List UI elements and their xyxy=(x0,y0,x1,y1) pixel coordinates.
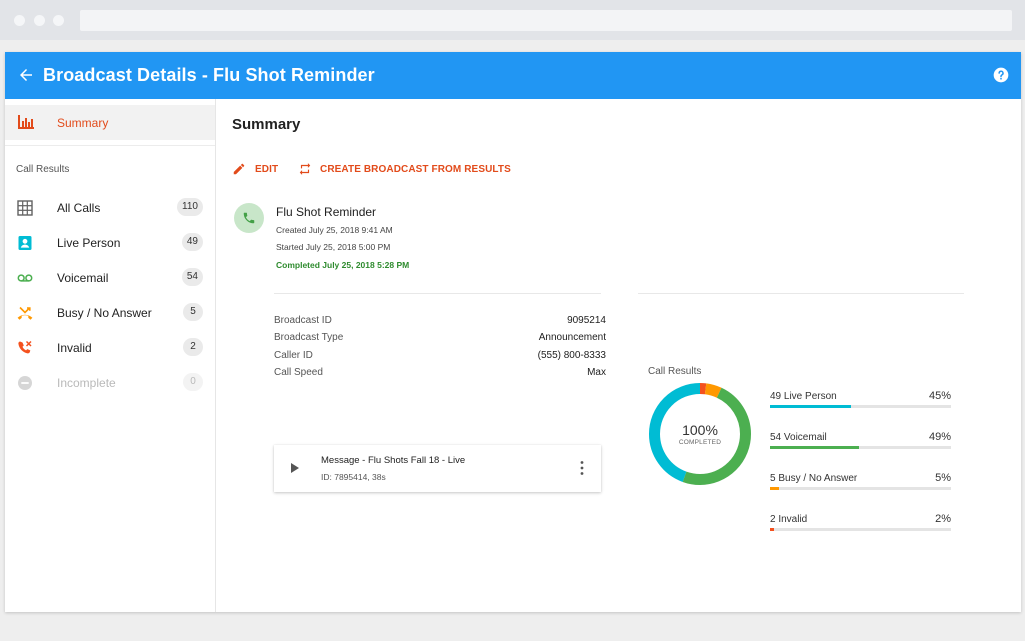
create-broadcast-button[interactable]: CREATE BROADCAST FROM RESULTS xyxy=(298,161,511,179)
result-progress-track xyxy=(770,405,951,408)
result-row-live-person: 49 Live Person 45% xyxy=(770,390,951,417)
bar-chart-icon xyxy=(18,115,34,129)
caller-id-label: Caller ID xyxy=(274,350,313,361)
result-progress-track xyxy=(770,487,951,490)
phone-icon xyxy=(243,212,255,224)
message-card: Message - Flu Shots Fall 18 - Live ID: 7… xyxy=(274,445,601,492)
result-percent: 49% xyxy=(928,431,951,443)
result-progress-fill xyxy=(770,405,852,408)
broadcast-name: Flu Shot Reminder xyxy=(276,205,377,219)
broadcast-id-value: 9095214 xyxy=(567,315,606,326)
create-broadcast-label: CREATE BROADCAST FROM RESULTS xyxy=(320,164,511,175)
sidebar-item-all-calls[interactable]: All Calls 110 xyxy=(5,193,215,223)
sidebar-item-invalid[interactable]: Invalid 2 xyxy=(5,333,215,363)
app-bar: Broadcast Details - Flu Shot Reminder xyxy=(5,52,1021,99)
donut-slice-live-person xyxy=(649,383,751,485)
result-row-busy-no-answer: 5 Busy / No Answer 5% xyxy=(770,472,951,499)
result-progress-fill xyxy=(770,446,859,449)
sidebar-item-label: Live Person xyxy=(57,236,121,250)
address-bar[interactable] xyxy=(80,10,1012,31)
voicemail-icon xyxy=(17,274,33,282)
count-badge: 0 xyxy=(183,373,203,391)
donut-slice-voicemail xyxy=(649,383,751,485)
page-heading: Broadcast Details - Flu Shot Reminder xyxy=(43,65,375,85)
minus-circle-icon xyxy=(18,376,32,390)
window-maximize-dot[interactable] xyxy=(53,15,64,26)
result-percent: 2% xyxy=(935,513,951,525)
more-vert-icon[interactable] xyxy=(579,460,585,476)
result-label: 2 Invalid xyxy=(770,514,808,525)
window-close-dot[interactable] xyxy=(14,15,25,26)
count-badge: 2 xyxy=(183,338,203,356)
browser-toolbar xyxy=(0,0,1025,40)
count-badge: 49 xyxy=(181,233,203,251)
count-badge: 110 xyxy=(177,198,203,216)
donut-center-value: 100% xyxy=(682,422,718,438)
sidebar-item-label: Incomplete xyxy=(57,376,116,390)
results-donut-chart xyxy=(649,383,751,485)
repeat-icon xyxy=(299,163,311,175)
missed-call-icon xyxy=(17,306,33,320)
caller-id-value: (555) 800-8333 xyxy=(537,350,606,361)
main-content: Summary EDIT CREATE BROADCAST FROM RESUL… xyxy=(216,99,1021,612)
sidebar-item-label: All Calls xyxy=(57,201,101,215)
count-badge: 5 xyxy=(183,303,203,321)
help-icon[interactable] xyxy=(993,67,1009,83)
broadcast-type-value: Announcement xyxy=(538,332,606,343)
message-title: Message - Flu Shots Fall 18 - Live xyxy=(321,455,466,466)
broadcast-id-label: Broadcast ID xyxy=(274,315,332,326)
sidebar-item-busy-no-answer[interactable]: Busy / No Answer 5 xyxy=(5,298,215,328)
back-arrow-icon[interactable] xyxy=(17,66,35,84)
donut-center-label: COMPLETED xyxy=(678,439,722,446)
call-speed-label: Call Speed xyxy=(274,367,323,378)
broadcast-type-label: Broadcast Type xyxy=(274,332,344,343)
divider xyxy=(5,145,215,146)
app-window: Broadcast Details - Flu Shot Reminder Su… xyxy=(5,52,1021,612)
call-results-label: Call Results xyxy=(648,366,702,377)
completed-date: Completed July 25, 2018 5:28 PM xyxy=(276,260,410,270)
result-progress-track xyxy=(770,446,951,449)
sidebar: Summary Call Results All Calls 110 Live … xyxy=(5,99,216,612)
started-date: Started July 25, 2018 5:00 PM xyxy=(276,242,391,252)
sidebar-item-label: Invalid xyxy=(57,341,92,355)
call-blocked-icon xyxy=(18,340,32,354)
count-badge: 54 xyxy=(181,268,203,286)
sidebar-item-live-person[interactable]: Live Person 49 xyxy=(5,228,215,258)
contact-icon xyxy=(18,236,32,250)
result-percent: 45% xyxy=(928,390,951,402)
call-speed-value: Max xyxy=(587,367,606,378)
pencil-icon xyxy=(233,163,245,175)
play-icon[interactable] xyxy=(290,462,300,474)
sidebar-item-incomplete[interactable]: Incomplete 0 xyxy=(5,368,215,398)
window-minimize-dot[interactable] xyxy=(34,15,45,26)
result-progress-fill xyxy=(770,528,774,531)
message-subtitle: ID: 7895414, 38s xyxy=(321,472,386,482)
grid-icon xyxy=(17,200,33,216)
divider xyxy=(274,293,601,294)
section-label: Call Results xyxy=(16,164,70,175)
result-label: 54 Voicemail xyxy=(770,432,827,443)
result-progress-track xyxy=(770,528,951,531)
sidebar-item-summary[interactable]: Summary xyxy=(5,105,215,140)
sidebar-item-label: Summary xyxy=(57,116,109,130)
result-label: 49 Live Person xyxy=(770,391,837,402)
created-date: Created July 25, 2018 9:41 AM xyxy=(276,225,393,235)
result-label: 5 Busy / No Answer xyxy=(770,473,858,484)
sidebar-item-voicemail[interactable]: Voicemail 54 xyxy=(5,263,215,293)
sidebar-item-label: Voicemail xyxy=(57,271,109,285)
broadcast-avatar xyxy=(234,203,264,233)
result-row-voicemail: 54 Voicemail 49% xyxy=(770,431,951,458)
result-row-invalid: 2 Invalid 2% xyxy=(770,513,951,540)
divider xyxy=(638,293,964,294)
page-title: Summary xyxy=(232,116,301,133)
result-progress-fill xyxy=(770,487,780,490)
sidebar-item-label: Busy / No Answer xyxy=(57,306,152,320)
edit-label: EDIT xyxy=(255,164,279,175)
edit-button[interactable]: EDIT xyxy=(232,161,280,179)
result-percent: 5% xyxy=(935,472,951,484)
